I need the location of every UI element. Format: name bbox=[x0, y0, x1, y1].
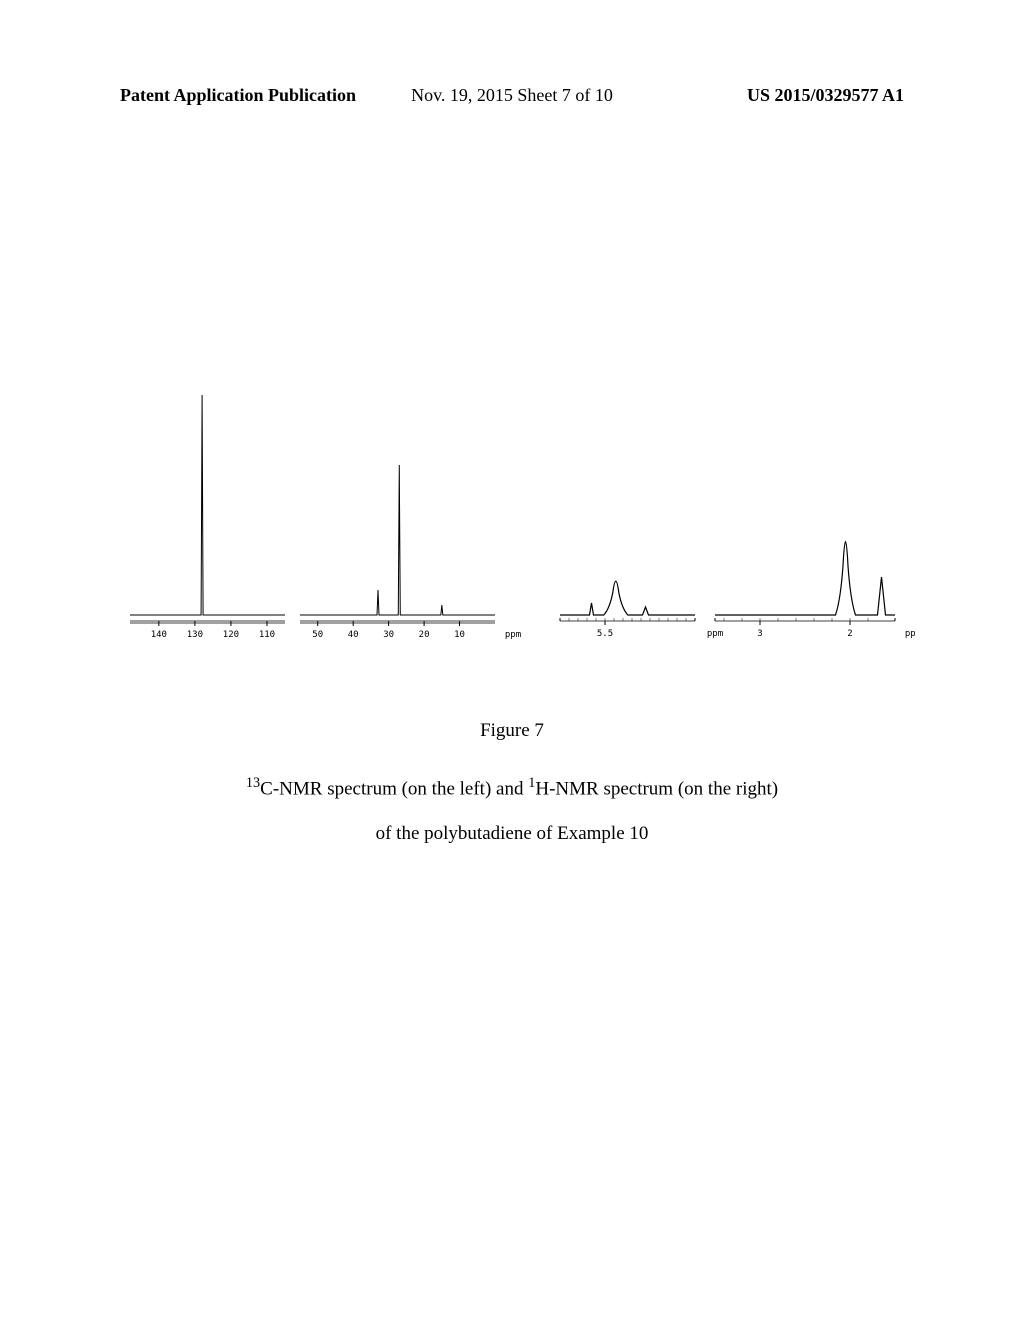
svg-text:ppm: ppm bbox=[707, 629, 723, 639]
c13-caption-text: C-NMR spectrum (on the left) and bbox=[260, 778, 528, 799]
svg-text:40: 40 bbox=[348, 630, 359, 640]
c13-spectrum: 140 130 120 110 50 40 30 20 10 ppm bbox=[130, 395, 521, 640]
svg-text:2: 2 bbox=[847, 629, 852, 639]
svg-text:30: 30 bbox=[383, 630, 394, 640]
svg-text:130: 130 bbox=[187, 630, 203, 640]
svg-text:ppm: ppm bbox=[505, 630, 521, 640]
svg-text:120: 120 bbox=[223, 630, 239, 640]
svg-text:20: 20 bbox=[419, 630, 430, 640]
figure-caption-line1: 13C-NMR spectrum (on the left) and 1H-NM… bbox=[246, 775, 778, 800]
nmr-spectra-figure: 140 130 120 110 50 40 30 20 10 ppm 5.5 3 2 ppm ppm bbox=[115, 390, 915, 640]
svg-text:5.5: 5.5 bbox=[597, 629, 613, 639]
svg-text:3: 3 bbox=[757, 629, 762, 639]
figure-caption-line2: of the polybutadiene of Example 10 bbox=[376, 823, 649, 845]
svg-text:110: 110 bbox=[259, 630, 275, 640]
svg-text:140: 140 bbox=[151, 630, 167, 640]
h1-caption-text: H-NMR spectrum (on the right) bbox=[535, 778, 778, 799]
svg-text:50: 50 bbox=[312, 630, 323, 640]
h1-spectrum: 5.5 3 2 ppm ppm bbox=[560, 542, 915, 640]
svg-text:ppm: ppm bbox=[905, 629, 915, 639]
header-publication: Patent Application Publication bbox=[120, 85, 356, 106]
header-patent-number: US 2015/0329577 A1 bbox=[747, 85, 904, 106]
c13-superscript: 13 bbox=[246, 775, 260, 791]
spectra-svg: 140 130 120 110 50 40 30 20 10 ppm 5.5 3 2 ppm ppm bbox=[115, 390, 915, 640]
figure-number-label: Figure 7 bbox=[480, 720, 544, 742]
header-date-sheet: Nov. 19, 2015 Sheet 7 of 10 bbox=[411, 85, 613, 106]
svg-text:10: 10 bbox=[454, 630, 465, 640]
page-header: Patent Application Publication Nov. 19, … bbox=[0, 85, 1024, 106]
